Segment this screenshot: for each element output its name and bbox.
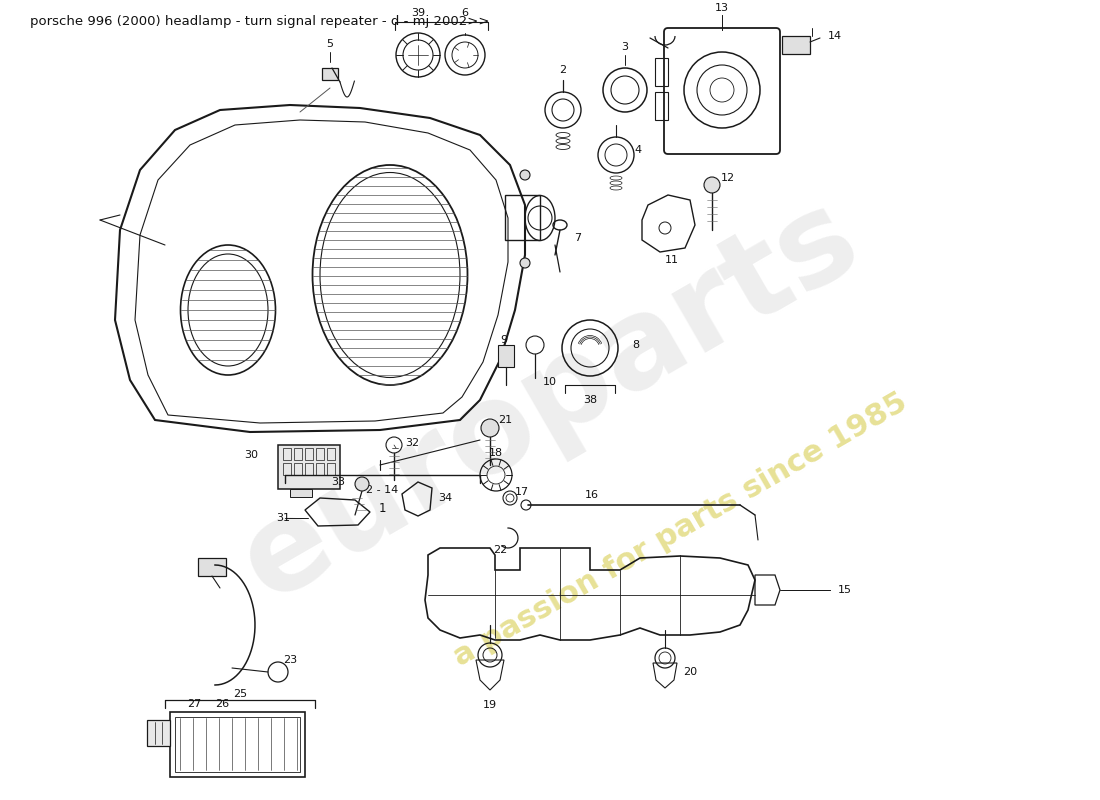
Text: 7: 7 [574,233,582,243]
Text: 38: 38 [583,395,597,405]
Text: porsche 996 (2000) headlamp - turn signal repeater - d - mj 2002>>: porsche 996 (2000) headlamp - turn signa… [30,15,489,28]
Text: 22: 22 [493,545,507,555]
Text: 19: 19 [483,700,497,710]
Text: 16: 16 [585,490,600,500]
Text: 5: 5 [327,39,333,49]
Bar [305,448,314,460]
Text: 18: 18 [488,448,503,458]
Text: 25: 25 [233,689,248,699]
Bar [283,463,292,475]
Bar [170,712,305,777]
Text: 32: 32 [405,438,419,448]
Bar [327,448,336,460]
Circle shape [481,419,499,437]
Bar [316,448,324,460]
Bar [278,445,340,489]
Bar [782,36,810,54]
Text: 34: 34 [438,493,452,503]
Bar [316,463,324,475]
Bar [290,489,312,497]
Circle shape [520,258,530,268]
Bar [305,463,314,475]
Text: 6: 6 [462,8,469,18]
Text: 10: 10 [543,377,557,387]
Text: a passion for parts since 1985: a passion for parts since 1985 [448,388,912,672]
Text: 20: 20 [683,667,697,677]
Bar [498,345,514,367]
Bar [175,717,300,772]
Bar [283,448,292,460]
Text: 3: 3 [621,42,628,52]
Text: 9: 9 [500,335,507,345]
Bar [147,720,170,746]
Bar [654,58,668,86]
Bar [198,558,226,576]
Bar [327,463,336,475]
Text: 21: 21 [498,415,513,425]
Text: 27: 27 [187,699,201,709]
Text: europarts: europarts [221,175,879,625]
Text: 2: 2 [560,65,566,75]
Text: 2 - 14: 2 - 14 [366,485,398,495]
Text: 30: 30 [244,450,258,460]
Circle shape [520,170,530,180]
Text: 15: 15 [838,585,853,595]
Text: 13: 13 [715,3,729,13]
Circle shape [704,177,720,193]
Text: 31: 31 [276,513,290,523]
Text: 14: 14 [828,31,843,41]
Text: 12: 12 [720,173,735,183]
Text: 11: 11 [666,255,679,265]
Text: 23: 23 [283,655,297,665]
Text: 33: 33 [331,477,345,487]
Bar [322,68,338,80]
Bar [654,92,668,120]
Text: 17: 17 [515,487,529,497]
Text: 1: 1 [378,502,386,514]
Circle shape [355,477,368,491]
Bar [294,448,302,460]
Text: 8: 8 [632,340,639,350]
Text: 26: 26 [214,699,229,709]
Text: 39: 39 [411,8,425,18]
Bar [294,463,302,475]
Text: 4: 4 [635,145,641,155]
